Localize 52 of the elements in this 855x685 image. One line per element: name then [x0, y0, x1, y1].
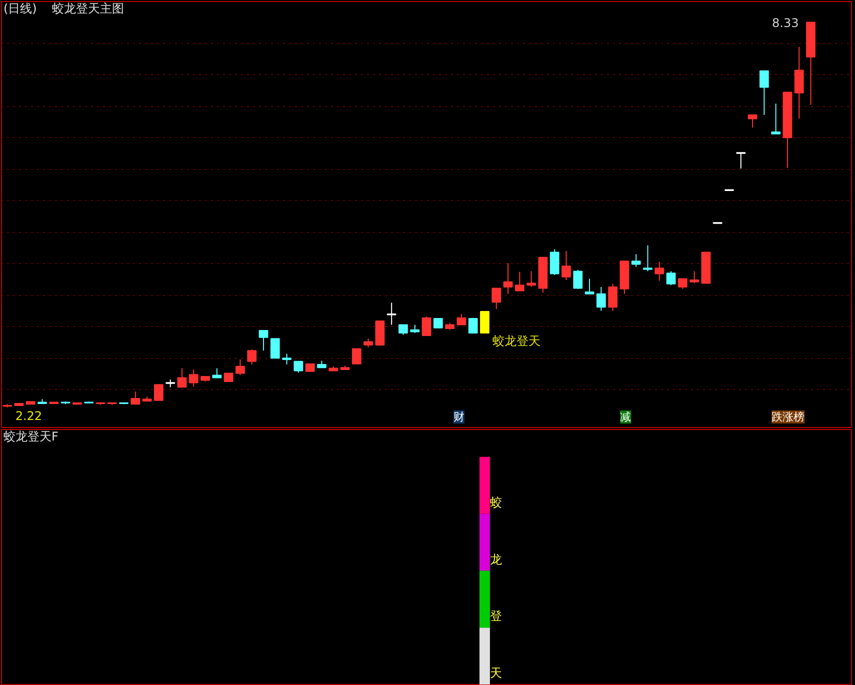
annotation: 财: [453, 410, 464, 424]
candlestick: [666, 270, 676, 286]
candlestick: [503, 262, 513, 294]
candlestick: [177, 368, 187, 388]
chart-title: 蛟龙登天主图: [52, 2, 124, 16]
candlestick: [794, 46, 804, 120]
candlestick: [631, 254, 641, 268]
candlestick: [492, 288, 502, 310]
candlestick: [258, 330, 268, 352]
series-label: 登: [490, 609, 502, 624]
candlestick: [690, 270, 699, 284]
candlestick: [526, 270, 536, 288]
candlestick: [678, 278, 688, 290]
candlestick: [562, 250, 571, 281]
candlestick: [154, 384, 164, 401]
annotation: 2.22: [15, 408, 42, 423]
annotation: 8.33: [772, 16, 799, 30]
series-label: 蛟: [490, 495, 502, 510]
candlestick: [422, 316, 432, 336]
candlestick: [236, 358, 245, 376]
chart-title: 蛟龙登天F: [4, 430, 58, 444]
candlestick: [654, 261, 664, 282]
candlestick: [188, 369, 198, 388]
candlestick: [748, 114, 758, 128]
candlestick: [514, 271, 524, 292]
candlestick: [643, 244, 652, 272]
series-label: 龙: [490, 552, 502, 566]
candlestick: [596, 286, 606, 312]
candlestick: [212, 368, 222, 378]
candlestick: [480, 311, 490, 334]
candlestick: [247, 348, 257, 365]
candlestick: [130, 391, 140, 405]
candlestick: [398, 324, 408, 336]
annotation: 跌涨榜: [772, 410, 805, 424]
candlestick: [282, 353, 292, 365]
candlestick: [456, 314, 466, 326]
candlestick: [584, 278, 594, 294]
chart-subtitle: (日线): [4, 2, 37, 16]
candlestick: [375, 320, 385, 346]
candlestick: [771, 103, 781, 134]
series-label: 天: [490, 666, 502, 680]
annotation: 蛟龙登天: [492, 334, 541, 348]
candlestick: [270, 338, 280, 359]
candlestick: [550, 248, 560, 276]
candlestick: [433, 318, 443, 328]
candlestick: [573, 269, 583, 290]
candlestick: [736, 152, 746, 169]
candlestick: [759, 70, 769, 116]
candlestick: [608, 283, 618, 312]
candlestick: [352, 348, 362, 364]
annotation: 减: [620, 410, 632, 424]
candlestick: [294, 360, 304, 374]
